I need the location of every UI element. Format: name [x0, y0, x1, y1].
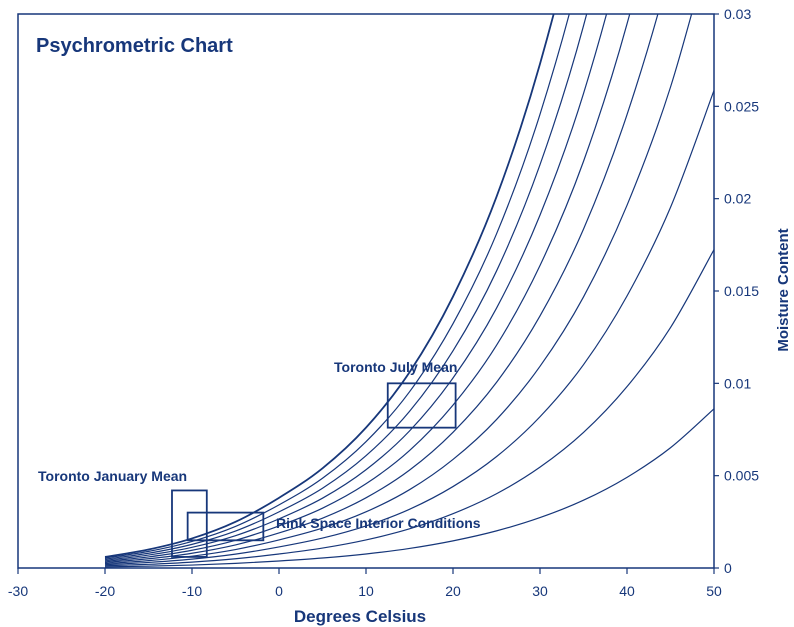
y-axis-label: Moisture Content: [775, 228, 792, 351]
saturation-curve-7: [104, 14, 693, 565]
annotation-label-2: Toronto January Mean: [38, 468, 187, 484]
saturation-curve-6: [104, 14, 659, 564]
saturation-curve-10: [104, 408, 714, 568]
saturation-curves: [104, 14, 714, 568]
y-tick-label: 0.025: [724, 98, 759, 114]
x-tick-label: 50: [706, 583, 722, 599]
annotation-box-1: [386, 382, 457, 429]
annotation-label-3: Rink Space Interior Conditions: [276, 515, 481, 531]
x-tick-label: -20: [95, 583, 115, 599]
chart-title: Psychrometric Chart: [36, 35, 233, 57]
x-tick-label: -10: [182, 583, 202, 599]
y-tick-label: 0.01: [724, 375, 751, 391]
y-tick-label: 0.015: [724, 283, 759, 299]
saturation-curve-5: [104, 14, 631, 562]
x-tick-label: 10: [358, 583, 374, 599]
x-tick-label: -30: [8, 583, 28, 599]
x-tick-label: 0: [275, 583, 283, 599]
saturation-curve-4: [104, 14, 608, 561]
annotation-box-3: [186, 511, 265, 542]
annotation-boxes: Toronto July Mean Toronto January Mean Rin…: [38, 359, 481, 558]
saturation-curve-2: [104, 14, 570, 559]
y-tick-label: 0.03: [724, 6, 751, 22]
saturation-curve-1: [104, 14, 555, 558]
saturation-curve-8: [104, 90, 714, 566]
y-axis: 0 0.005 0.01 0.015 0.02 0.025 0.03: [714, 6, 759, 576]
y-tick-label: 0: [724, 560, 732, 576]
saturation-curve-9: [104, 249, 714, 567]
annotation-label-1: Toronto July Mean: [334, 359, 457, 375]
x-axis: -30 -20 -10 0 10 20 30 40 50: [8, 568, 722, 599]
y-tick-label: 0.005: [724, 468, 759, 484]
x-tick-label: 40: [619, 583, 635, 599]
y-tick-label: 0.02: [724, 191, 751, 207]
saturation-curve-3: [104, 14, 588, 560]
x-axis-label: Degrees Celsius: [294, 607, 426, 626]
plot-frame: [17, 13, 715, 569]
x-tick-label: 20: [445, 583, 461, 599]
annotation-box-2: [171, 489, 208, 558]
x-tick-label: 30: [532, 583, 548, 599]
